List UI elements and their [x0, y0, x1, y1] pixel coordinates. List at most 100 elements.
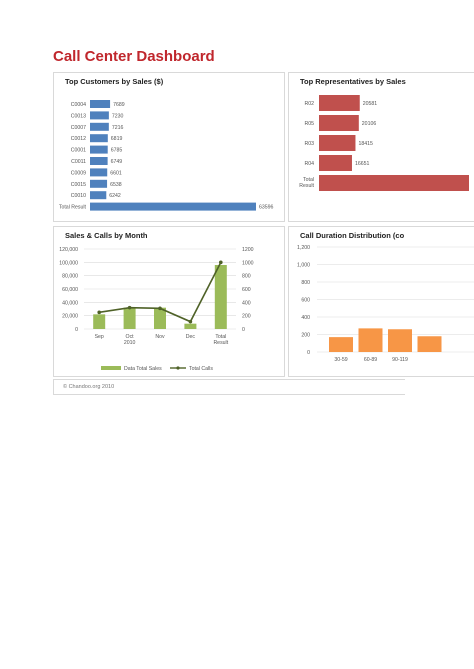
sales-calls-panel: Sales & Calls by Month 0 0 20,000 200 40,000…	[53, 226, 285, 377]
bar	[93, 314, 106, 329]
bar	[90, 100, 111, 108]
category-label: C0013	[71, 113, 86, 119]
bar	[90, 134, 108, 143]
y-tick-label: 1,200	[297, 245, 310, 251]
x-tick-label: Oct	[126, 334, 135, 340]
y-tick-label: 100,000	[59, 260, 78, 266]
line-point	[158, 306, 162, 311]
bar	[329, 337, 353, 352]
category-label: C0015	[71, 182, 86, 188]
y-tick-label: 0	[75, 327, 78, 333]
y-tick-label: 80,000	[62, 274, 78, 280]
legend-label: Total Calls	[189, 366, 213, 372]
category-label: C0001	[71, 148, 86, 154]
bar	[214, 265, 227, 329]
category-label: C0011	[71, 159, 86, 165]
data-label: 7216	[112, 125, 124, 131]
data-label: 6785	[111, 148, 123, 154]
x-tick-label: 90-119	[392, 357, 408, 363]
top-customers-panel: Top Customers by Sales ($) C0004 7689 C001…	[53, 72, 285, 222]
bar	[388, 329, 412, 352]
call-duration-chart: 0 200 400 600 800 1,000 1,200 30-59 60-89 90-119	[297, 245, 474, 363]
bar	[90, 145, 108, 154]
footer: © Chandoo.org 2010	[53, 379, 405, 395]
bar	[319, 95, 360, 111]
data-label: 20106	[362, 121, 377, 127]
bar	[90, 157, 108, 165]
category-label: R05	[304, 121, 314, 127]
legend-label: Data Total Sales	[124, 366, 162, 372]
bar	[358, 328, 383, 352]
category-label: R04	[304, 161, 314, 167]
top-representatives-chart: R02 20581 R05 20106 R03 18415 R04 16651 TotalRes…	[299, 95, 469, 191]
call-duration-panel: Call Duration Distribution (co 0 200 400 60…	[288, 226, 474, 377]
bar	[90, 111, 109, 120]
line-point	[219, 260, 223, 265]
y-tick-label: 800	[301, 280, 310, 286]
chart-title: Sales & Calls by Month	[65, 231, 148, 240]
x-tick-label: Sep	[95, 334, 104, 340]
line-point	[97, 310, 101, 315]
y-tick-label: 400	[301, 315, 310, 321]
category-label: C0010	[71, 193, 86, 199]
data-label: 7689	[113, 102, 125, 108]
y-tick-label: 1,000	[297, 263, 310, 269]
data-label: 6819	[111, 136, 123, 142]
category-label: C0004	[71, 102, 86, 108]
data-label: 6242	[109, 193, 121, 199]
bar	[417, 336, 442, 352]
bar	[184, 323, 197, 329]
x-tick-label: Result	[213, 340, 228, 346]
y-tick-label: 20,000	[62, 314, 78, 320]
y-tick-label: 600	[301, 298, 310, 304]
line-point	[188, 319, 193, 324]
x-tick-label: Total	[215, 334, 226, 340]
chart-title: Call Duration Distribution (co	[300, 231, 405, 240]
chart-title: Top Representatives by Sales	[300, 77, 406, 86]
top-representatives-panel: Top Representatives by Sales R02 20581 R05…	[288, 72, 474, 222]
y-tick-label: 0	[307, 350, 310, 356]
footer-text: © Chandoo.org 2010	[63, 384, 115, 390]
bar	[154, 307, 166, 329]
category-label: C0012	[71, 136, 86, 142]
category-label: Result	[299, 183, 314, 189]
y-tick-label: 120,000	[59, 247, 78, 253]
bar	[319, 115, 359, 131]
y-tick-label: 40,000	[62, 300, 78, 306]
top-customers-chart: C0004 7689 C0013 7230 C0007 7216 C0012 6819 C000…	[59, 100, 274, 211]
y-right-tick-label: 1200	[242, 247, 254, 253]
chart-title: Top Customers by Sales ($)	[65, 77, 164, 86]
y-right-tick-label: 200	[242, 314, 251, 320]
data-label: 63596	[259, 205, 274, 211]
bar	[319, 155, 352, 171]
category-label: C0007	[71, 125, 86, 131]
bar	[123, 307, 136, 329]
bar	[90, 191, 107, 200]
x-tick-label: Nov	[155, 334, 165, 340]
category-label: Total	[303, 177, 314, 183]
category-label: Total Result	[59, 205, 87, 211]
y-right-tick-label: 400	[242, 300, 251, 306]
y-tick-label: 60,000	[62, 287, 78, 293]
x-tick-label: 60-89	[364, 357, 377, 363]
data-label: 6538	[110, 182, 122, 188]
y-right-tick-label: 600	[242, 287, 251, 293]
data-label: 18415	[358, 141, 373, 147]
data-label: 6749	[111, 159, 123, 165]
category-label: R02	[304, 101, 314, 107]
legend-marker	[176, 366, 180, 370]
bar	[319, 135, 356, 151]
category-label: R03	[304, 141, 314, 147]
x-group-label: 2010	[124, 340, 136, 346]
category-label: C0009	[71, 170, 86, 176]
sales-calls-chart: 0 0 20,000 200 40,000 400 60,000 600 80,000 800 10…	[59, 247, 254, 372]
y-right-tick-label: 800	[242, 274, 251, 280]
bar	[90, 202, 256, 211]
data-label: 20581	[363, 101, 378, 107]
line-point	[127, 305, 132, 310]
bar	[90, 122, 109, 131]
x-tick-label: 30-59	[334, 357, 347, 363]
y-right-tick-label: 0	[242, 327, 245, 333]
x-tick-label: Dec	[186, 334, 196, 340]
bar	[90, 168, 108, 177]
